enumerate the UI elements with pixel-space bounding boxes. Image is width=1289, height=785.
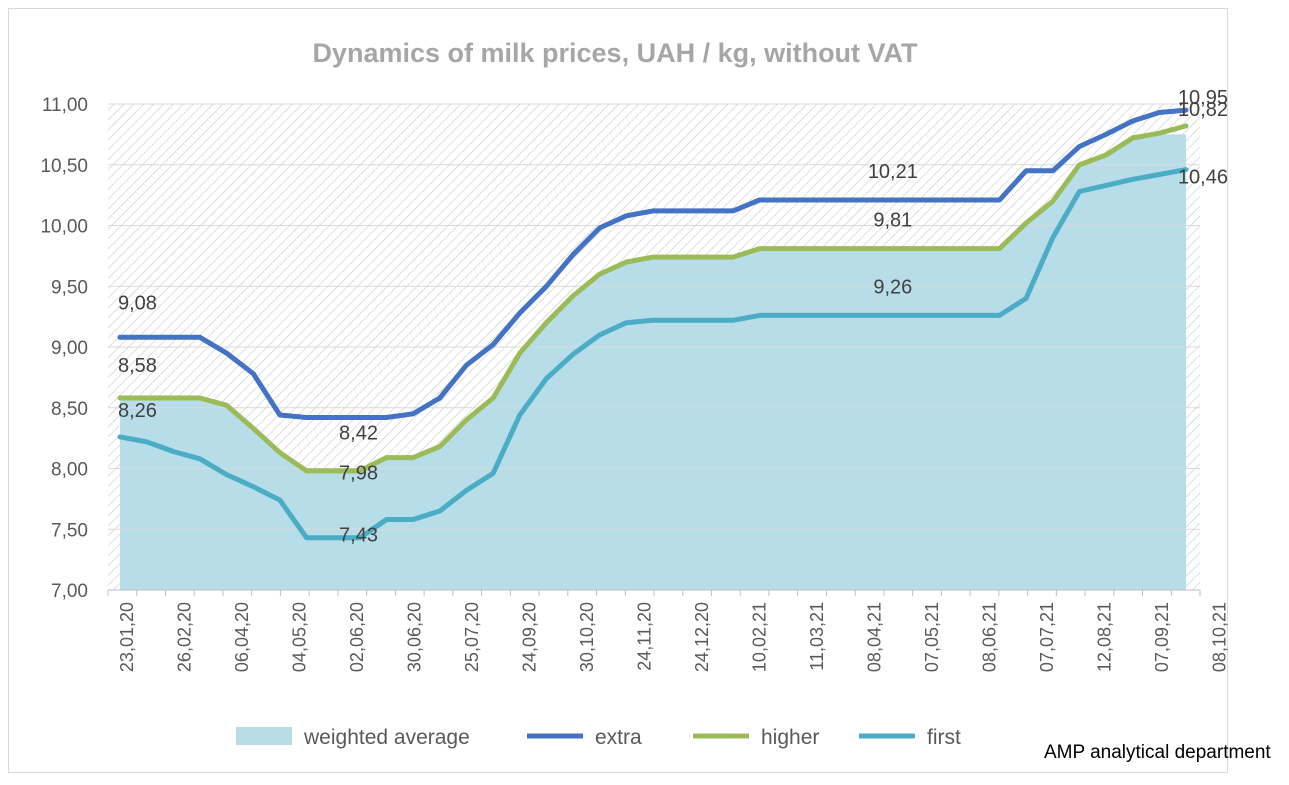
x-tick-label: 04,05,20 <box>290 602 310 672</box>
x-tick-label: 24,11,20 <box>635 602 655 671</box>
x-tick-label: 07,05,21 <box>922 602 942 672</box>
x-tick-label: 24,12,20 <box>692 602 712 672</box>
legend-label: higher <box>761 726 819 749</box>
x-tick-label: 12,08,21 <box>1095 602 1115 672</box>
x-tick-label: 30,10,20 <box>577 602 597 672</box>
y-tick-label: 9,50 <box>51 277 88 298</box>
x-tick-label: 07,09,21 <box>1152 602 1172 672</box>
data-label: 8,42 <box>339 422 378 444</box>
x-tick-label: 30,06,20 <box>405 602 425 672</box>
data-label: 9,81 <box>873 210 912 232</box>
y-tick-label: 7,00 <box>51 581 88 602</box>
x-tick-label: 10,02,21 <box>750 602 770 672</box>
x-tick-label: 08,06,21 <box>980 602 1000 672</box>
x-tick-label: 26,02,20 <box>175 602 195 672</box>
series-area-weighted-average <box>120 134 1186 590</box>
x-tick-label: 02,06,20 <box>347 602 367 672</box>
data-label: 8,26 <box>118 400 157 422</box>
data-label: 9,08 <box>118 292 157 314</box>
data-label: 10,46 <box>1178 167 1228 189</box>
source-note: AMP analytical department <box>1044 742 1271 763</box>
x-tick-label: 08,10,21 <box>1210 602 1230 672</box>
y-tick-label: 8,50 <box>51 399 88 420</box>
x-tick-label: 11,03,21 <box>807 602 827 671</box>
y-tick-label: 9,00 <box>51 338 88 359</box>
legend-label: extra <box>595 726 642 749</box>
y-tick-label: 10,00 <box>40 217 88 238</box>
legend-label: first <box>927 726 961 749</box>
y-tick-label: 8,00 <box>51 460 88 481</box>
data-label: 9,26 <box>873 276 912 298</box>
x-tick-label: 06,04,20 <box>232 602 252 672</box>
data-label: 7,98 <box>339 463 378 485</box>
series-line-higher <box>117 123 1189 474</box>
y-tick-label: 11,00 <box>42 95 88 116</box>
data-label: 8,58 <box>118 355 157 377</box>
series-line-first <box>117 167 1189 541</box>
x-tick-label: 08,04,21 <box>865 602 885 672</box>
y-tick-label: 10,50 <box>40 156 88 177</box>
data-label: 10,21 <box>868 161 918 183</box>
x-tick-label: 07,07,21 <box>1037 602 1057 672</box>
data-label: 10,82 <box>1178 99 1228 121</box>
y-tick-label: 7,50 <box>51 520 88 541</box>
x-tick-label: 23,01,20 <box>117 602 137 672</box>
series-line-extra <box>117 107 1189 420</box>
chart-title: Dynamics of milk prices, UAH / kg, witho… <box>312 38 918 68</box>
legend-label: weighted average <box>303 726 470 749</box>
x-tick-label: 24,09,20 <box>520 602 540 672</box>
x-tick-label: 25,07,20 <box>462 602 482 672</box>
data-label: 10,95 <box>1178 87 1228 109</box>
data-label: 7,43 <box>339 525 378 547</box>
legend-swatch <box>236 727 292 745</box>
